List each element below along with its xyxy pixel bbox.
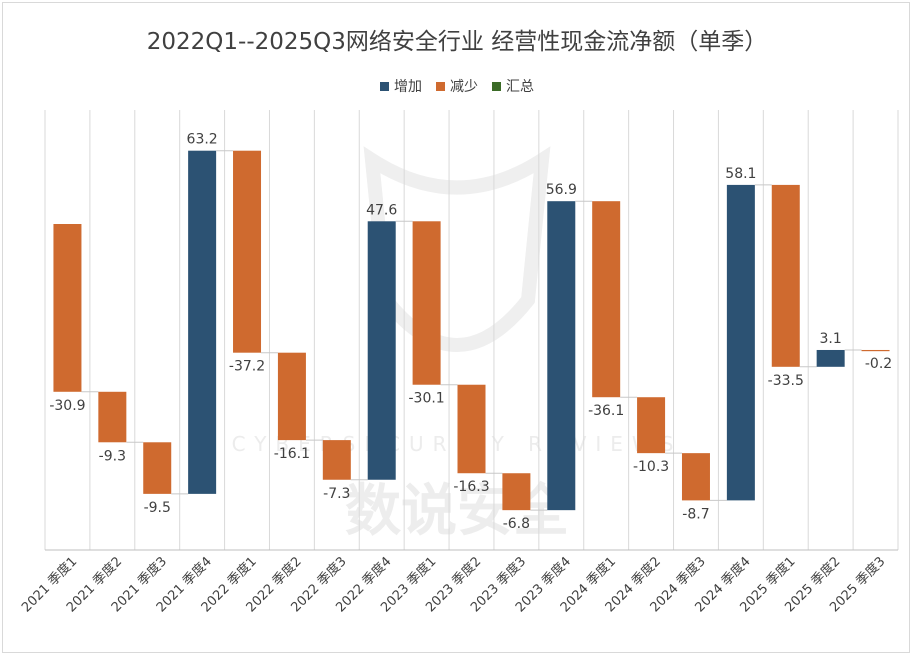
data-label: 63.2 xyxy=(187,132,218,148)
data-label: -16.1 xyxy=(274,446,310,462)
waterfall-bar xyxy=(367,221,396,480)
legend: 增加 减少 汇总 xyxy=(0,76,914,96)
waterfall-bar xyxy=(726,184,755,501)
legend-label-total: 汇总 xyxy=(506,79,534,95)
data-label: 58.1 xyxy=(725,166,756,182)
data-label: -37.2 xyxy=(229,359,265,375)
data-label: -30.9 xyxy=(49,398,85,414)
legend-swatch-total xyxy=(492,81,501,91)
waterfall-bar xyxy=(233,150,262,353)
data-label: 56.9 xyxy=(546,182,577,198)
waterfall-bar xyxy=(547,201,576,511)
waterfall-bar xyxy=(98,391,127,443)
legend-swatch-increase xyxy=(380,81,389,91)
legend-label-increase: 增加 xyxy=(394,79,422,95)
data-label: -33.5 xyxy=(768,373,804,389)
waterfall-bar xyxy=(143,442,172,494)
data-label: -16.3 xyxy=(453,479,489,495)
legend-item-decrease: 减少 xyxy=(436,76,478,96)
watermark-text-cn: 数说安全 xyxy=(345,479,570,544)
waterfall-bar xyxy=(277,352,306,441)
data-label: -30.1 xyxy=(408,391,444,407)
waterfall-bar xyxy=(457,384,486,474)
data-label: -36.1 xyxy=(588,403,624,419)
waterfall-bar xyxy=(861,349,890,352)
data-label: -0.2 xyxy=(865,356,892,372)
legend-swatch-decrease xyxy=(436,81,445,91)
data-label: -7.3 xyxy=(323,486,350,502)
legend-item-increase: 增加 xyxy=(380,76,422,96)
chart-title: 2022Q1--2025Q3网络安全行业 经营性现金流净额（单季） xyxy=(146,29,768,55)
data-label: 47.6 xyxy=(366,202,397,218)
waterfall-bar xyxy=(681,453,710,501)
waterfall-bar xyxy=(816,349,845,367)
watermark-owl-icon xyxy=(363,146,551,352)
data-label: -9.3 xyxy=(99,448,126,464)
data-label: -8.7 xyxy=(682,506,709,522)
waterfall-bar xyxy=(771,184,800,367)
legend-item-total: 汇总 xyxy=(492,76,534,96)
waterfall-bar xyxy=(322,440,351,480)
waterfall-bar xyxy=(188,150,217,494)
waterfall-bar xyxy=(637,397,666,454)
data-label: -10.3 xyxy=(633,459,669,475)
data-label: -9.5 xyxy=(144,500,171,516)
legend-label-decrease: 减少 xyxy=(450,79,478,95)
data-label: -6.8 xyxy=(503,516,530,532)
data-label: 3.1 xyxy=(820,331,842,347)
waterfall-bar xyxy=(412,221,441,385)
waterfall-bar xyxy=(592,201,621,398)
waterfall-bar xyxy=(502,473,531,511)
waterfall-bar xyxy=(53,224,82,392)
